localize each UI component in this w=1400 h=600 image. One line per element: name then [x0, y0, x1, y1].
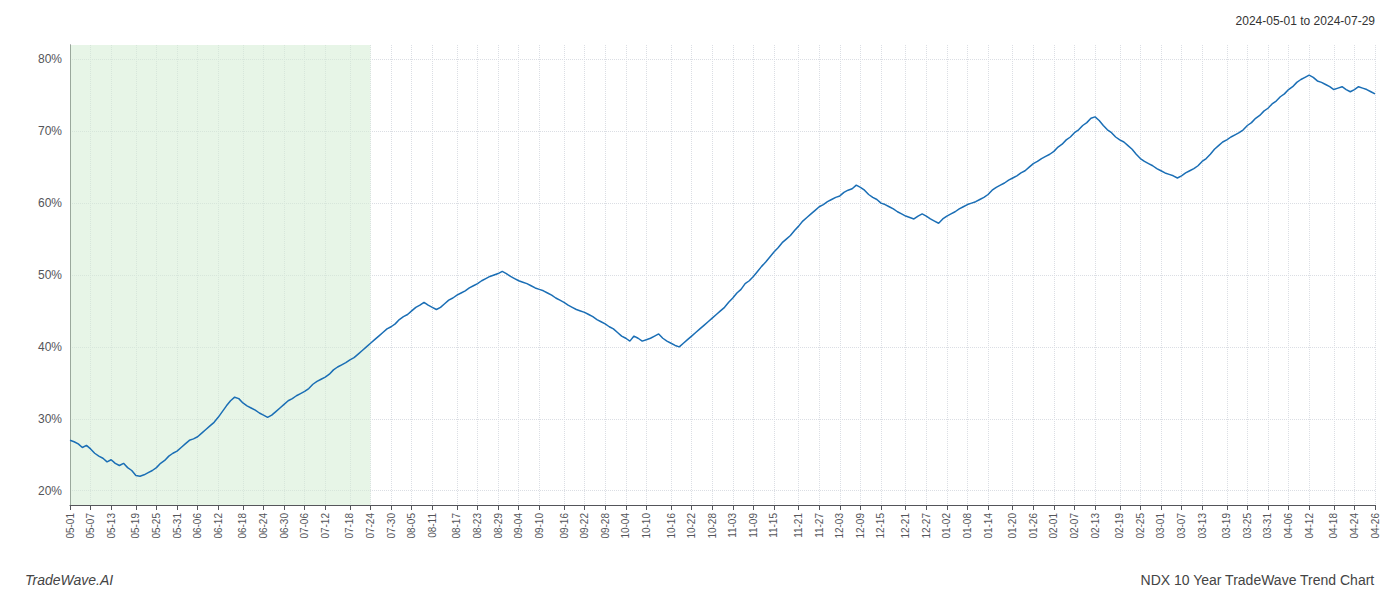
- svg-text:80%: 80%: [38, 52, 62, 66]
- svg-text:10-28: 10-28: [707, 513, 718, 539]
- svg-text:TradeWave.AI: TradeWave.AI: [25, 572, 113, 588]
- svg-text:09-16: 09-16: [559, 513, 570, 539]
- svg-text:02-01: 02-01: [1048, 513, 1059, 539]
- svg-text:10-10: 10-10: [641, 513, 652, 539]
- svg-text:01-02: 01-02: [941, 513, 952, 539]
- svg-text:2024-05-01 to 2024-07-29: 2024-05-01 to 2024-07-29: [1236, 14, 1376, 28]
- svg-text:02-13: 02-13: [1090, 513, 1101, 539]
- svg-text:05-19: 05-19: [130, 513, 141, 539]
- svg-text:11-21: 11-21: [793, 513, 804, 538]
- svg-text:40%: 40%: [38, 340, 62, 354]
- svg-text:70%: 70%: [38, 124, 62, 138]
- svg-text:08-17: 08-17: [451, 513, 462, 539]
- svg-text:12-21: 12-21: [900, 513, 911, 539]
- svg-text:60%: 60%: [38, 196, 62, 210]
- svg-text:04-06: 04-06: [1283, 513, 1294, 539]
- svg-text:05-31: 05-31: [172, 513, 183, 539]
- svg-text:03-31: 03-31: [1262, 513, 1273, 539]
- svg-text:07-12: 07-12: [320, 513, 331, 539]
- svg-text:06-18: 06-18: [237, 513, 248, 539]
- svg-text:09-04: 09-04: [513, 513, 524, 539]
- svg-text:07-18: 07-18: [344, 513, 355, 539]
- svg-text:08-23: 08-23: [472, 513, 483, 539]
- svg-text:03-01: 03-01: [1155, 513, 1166, 539]
- svg-text:02-19: 02-19: [1114, 513, 1125, 539]
- svg-text:05-25: 05-25: [151, 513, 162, 539]
- svg-text:07-30: 07-30: [386, 513, 397, 539]
- svg-text:01-26: 01-26: [1028, 513, 1039, 539]
- svg-text:12-15: 12-15: [875, 513, 886, 539]
- svg-text:06-06: 06-06: [192, 513, 203, 539]
- svg-text:09-10: 09-10: [534, 513, 545, 539]
- svg-text:05-07: 05-07: [85, 513, 96, 539]
- svg-text:11-27: 11-27: [814, 513, 825, 538]
- svg-text:05-01: 05-01: [65, 513, 76, 539]
- svg-text:11-03: 11-03: [727, 513, 738, 538]
- svg-text:04-24: 04-24: [1349, 513, 1360, 539]
- svg-text:NDX 10 Year TradeWave Trend Ch: NDX 10 Year TradeWave Trend Chart: [1141, 572, 1375, 588]
- svg-text:01-14: 01-14: [983, 513, 994, 539]
- svg-text:09-22: 09-22: [579, 513, 590, 539]
- svg-text:30%: 30%: [38, 412, 62, 426]
- svg-text:10-22: 10-22: [686, 513, 697, 539]
- svg-text:03-19: 03-19: [1221, 513, 1232, 539]
- svg-text:20%: 20%: [38, 484, 62, 498]
- svg-text:02-25: 02-25: [1135, 513, 1146, 539]
- svg-text:50%: 50%: [38, 268, 62, 282]
- svg-text:10-04: 10-04: [620, 513, 631, 539]
- svg-text:06-12: 06-12: [213, 513, 224, 539]
- svg-text:05-13: 05-13: [106, 513, 117, 539]
- svg-text:04-18: 04-18: [1328, 513, 1339, 539]
- svg-text:07-06: 07-06: [299, 513, 310, 539]
- svg-text:01-20: 01-20: [1007, 513, 1018, 539]
- svg-text:12-03: 12-03: [834, 513, 845, 539]
- svg-text:08-05: 08-05: [406, 513, 417, 539]
- svg-text:07-24: 07-24: [365, 513, 376, 539]
- svg-text:10-16: 10-16: [666, 513, 677, 539]
- svg-text:08-11: 08-11: [427, 513, 438, 538]
- svg-text:04-12: 04-12: [1304, 513, 1315, 539]
- svg-text:03-07: 03-07: [1176, 513, 1187, 539]
- svg-text:08-29: 08-29: [493, 513, 504, 539]
- svg-text:12-27: 12-27: [921, 513, 932, 539]
- svg-text:03-25: 03-25: [1242, 513, 1253, 539]
- svg-text:09-28: 09-28: [600, 513, 611, 539]
- svg-text:11-09: 11-09: [748, 513, 759, 538]
- svg-text:02-07: 02-07: [1069, 513, 1080, 539]
- svg-text:04-26: 04-26: [1370, 513, 1381, 539]
- svg-text:06-24: 06-24: [258, 513, 269, 539]
- svg-text:01-08: 01-08: [962, 513, 973, 539]
- svg-text:06-30: 06-30: [279, 513, 290, 539]
- svg-text:11-15: 11-15: [768, 513, 779, 538]
- svg-text:03-13: 03-13: [1197, 513, 1208, 539]
- svg-text:12-09: 12-09: [855, 513, 866, 539]
